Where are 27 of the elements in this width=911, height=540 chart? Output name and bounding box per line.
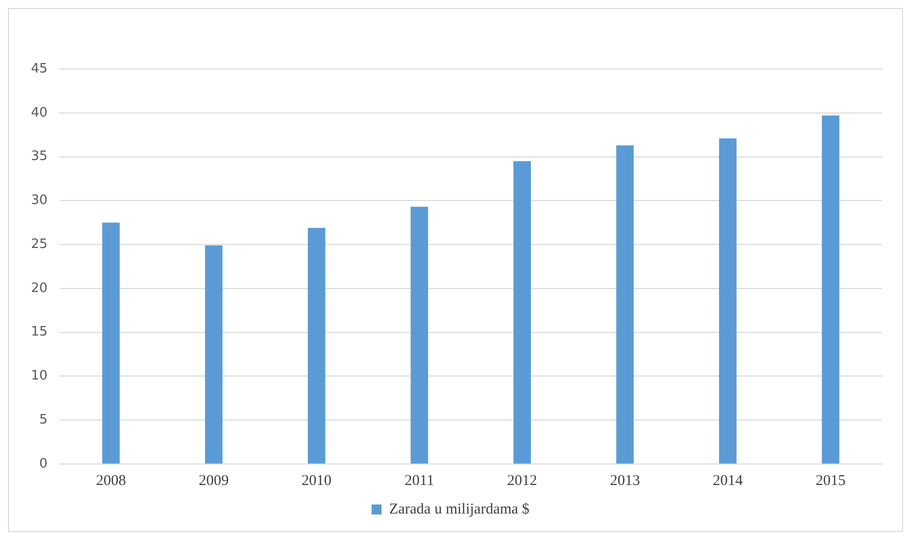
bar bbox=[102, 222, 120, 464]
x-tick-label: 2013 bbox=[610, 472, 640, 489]
y-tick-label: 40 bbox=[30, 105, 48, 120]
x-tick-label: 2009 bbox=[198, 472, 229, 489]
bar bbox=[410, 206, 428, 464]
x-tick-label: 2014 bbox=[712, 472, 744, 489]
bar bbox=[513, 161, 531, 464]
y-tick-label: 45 bbox=[30, 61, 48, 76]
bar bbox=[308, 228, 326, 464]
y-tick-label: 5 bbox=[39, 412, 48, 428]
y-tick-label: 10 bbox=[30, 368, 48, 384]
y-tick-label: 35 bbox=[30, 149, 48, 164]
bar bbox=[616, 145, 634, 464]
y-tick-label: 20 bbox=[30, 280, 48, 296]
y-tick-label: 25 bbox=[30, 236, 48, 252]
y-tick-label: 15 bbox=[30, 324, 48, 340]
x-tick-label: 2011 bbox=[404, 472, 434, 489]
x-tick-label: 2008 bbox=[96, 472, 126, 489]
bar bbox=[205, 245, 222, 464]
bar bbox=[719, 138, 737, 464]
y-tick-label: 0 bbox=[39, 456, 48, 472]
x-tick-label: 2012 bbox=[507, 472, 538, 489]
legend-label: Zarada u milijardama $ bbox=[389, 501, 530, 518]
x-tick-label: 2015 bbox=[816, 472, 846, 489]
x-tick-label: 2010 bbox=[302, 472, 332, 489]
y-tick-label: 30 bbox=[30, 193, 48, 208]
bar bbox=[822, 116, 840, 464]
